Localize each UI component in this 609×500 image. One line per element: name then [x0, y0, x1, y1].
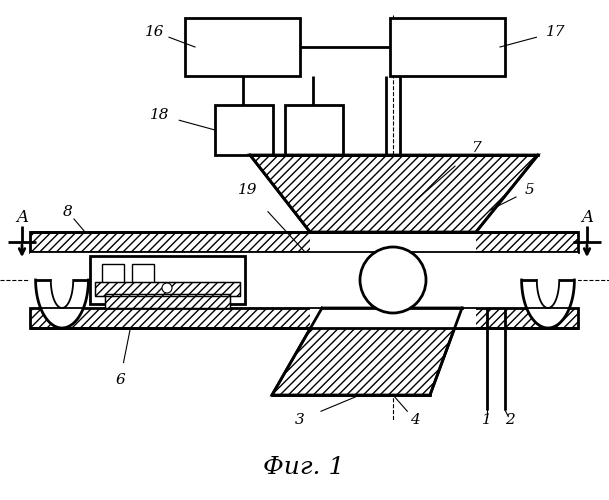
- PathPatch shape: [35, 280, 88, 328]
- Circle shape: [360, 247, 426, 313]
- Bar: [105, 294, 230, 308]
- Text: 18: 18: [150, 108, 170, 122]
- Circle shape: [162, 283, 172, 293]
- Text: 8: 8: [63, 205, 73, 219]
- Text: 19: 19: [238, 183, 258, 197]
- Bar: [30, 232, 578, 252]
- PathPatch shape: [521, 280, 574, 328]
- Bar: [95, 282, 240, 296]
- Text: A: A: [16, 210, 28, 226]
- Text: 17: 17: [546, 25, 566, 39]
- Bar: [390, 18, 505, 76]
- Text: 16: 16: [146, 25, 165, 39]
- Bar: [285, 105, 343, 155]
- Bar: [102, 264, 124, 284]
- Bar: [322, 232, 462, 252]
- Bar: [310, 232, 476, 252]
- Polygon shape: [272, 308, 462, 395]
- Bar: [105, 294, 230, 308]
- Bar: [90, 256, 245, 304]
- Bar: [30, 308, 578, 328]
- Text: 4: 4: [410, 413, 420, 427]
- Text: 7: 7: [471, 141, 481, 155]
- Bar: [132, 264, 154, 284]
- Bar: [215, 105, 273, 155]
- Text: 5: 5: [525, 183, 535, 197]
- Bar: [30, 252, 578, 308]
- Text: 6: 6: [115, 373, 125, 387]
- Text: Фиг. 1: Фиг. 1: [263, 456, 345, 479]
- Bar: [322, 308, 462, 328]
- Bar: [185, 18, 300, 76]
- Bar: [310, 308, 476, 328]
- Text: 1: 1: [482, 413, 492, 427]
- Polygon shape: [250, 155, 538, 232]
- Text: 2: 2: [505, 413, 515, 427]
- Bar: [95, 282, 240, 296]
- Text: A: A: [581, 210, 593, 226]
- Text: 3: 3: [295, 413, 305, 427]
